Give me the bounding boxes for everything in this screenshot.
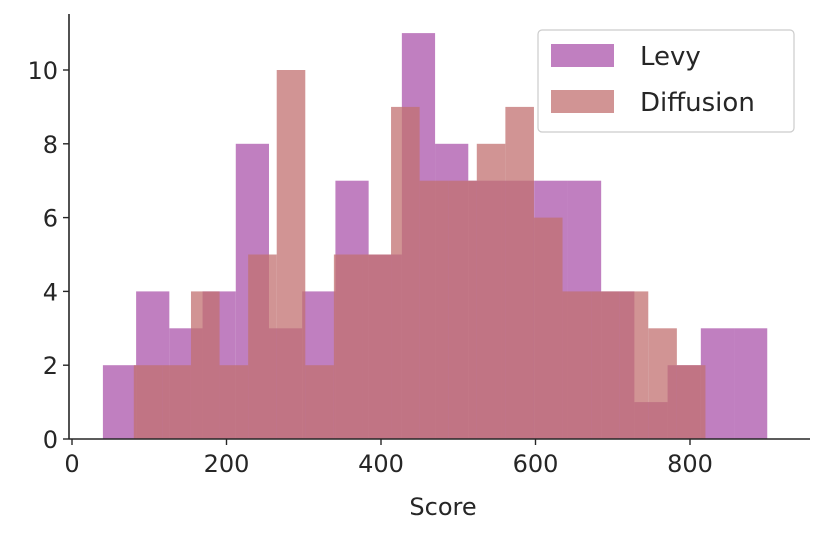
bar-diffusion-9: [391, 106, 420, 440]
legend-swatch-diffusion: [551, 90, 614, 113]
bar-diffusion-0: [133, 365, 163, 439]
bar-diffusion-10: [419, 180, 449, 439]
y-tick-label-0: 0: [43, 426, 58, 454]
x-tick-label-200: 200: [204, 450, 250, 478]
bar-diffusion-4: [248, 254, 277, 439]
series-diffusion: [133, 70, 706, 440]
x-tick-label-800: 800: [667, 450, 713, 478]
y-tick-label-4: 4: [43, 278, 58, 306]
x-tick-label-600: 600: [513, 450, 559, 478]
bar-diffusion-7: [333, 254, 363, 439]
bar-diffusion-11: [448, 180, 477, 439]
legend: Levy Diffusion: [537, 29, 795, 133]
x-axis-label: Score: [409, 493, 476, 521]
bar-levy-18: [700, 328, 735, 439]
bar-diffusion-3: [219, 365, 249, 439]
bar-diffusion-17: [619, 291, 649, 439]
y-tick-label-2: 2: [43, 352, 58, 380]
bar-diffusion-16: [591, 291, 620, 439]
y-tick-label-10: 10: [27, 57, 58, 85]
bar-diffusion-15: [562, 291, 592, 439]
bars-layer: [102, 33, 768, 440]
bar-diffusion-12: [476, 143, 506, 440]
y-tick-label-6: 6: [43, 205, 58, 233]
bar-diffusion-2: [190, 291, 220, 439]
bar-diffusion-19: [676, 365, 706, 439]
ticks-layer: 0 200 400 600 800 0 2 4 6 8 10: [27, 57, 712, 478]
legend-label-levy: Levy: [640, 42, 701, 72]
legend-swatch-levy: [551, 44, 614, 67]
legend-label-diffusion: Diffusion: [640, 88, 755, 118]
x-tick-label-0: 0: [64, 450, 79, 478]
bar-diffusion-13: [505, 106, 534, 440]
y-tick-label-8: 8: [43, 131, 58, 159]
bar-diffusion-6: [305, 365, 334, 439]
bar-diffusion-18: [648, 328, 677, 439]
bar-diffusion-8: [362, 254, 392, 439]
bar-levy-19: [734, 328, 768, 439]
axes-layer: [68, 14, 810, 440]
bar-diffusion-5: [276, 70, 306, 439]
bar-levy-0: [102, 365, 137, 439]
x-tick-label-400: 400: [358, 450, 404, 478]
bar-diffusion-1: [162, 365, 191, 439]
bar-diffusion-14: [533, 217, 563, 439]
